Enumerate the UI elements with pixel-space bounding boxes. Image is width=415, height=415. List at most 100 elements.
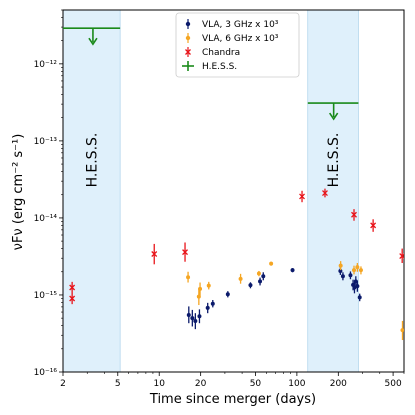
hess-band-1 [307, 10, 359, 372]
dot-marker [258, 279, 263, 284]
x-marker [69, 284, 76, 291]
y-tick-label: 10⁻¹⁴ [34, 214, 58, 224]
vla-6-ghz-x-10-point [256, 270, 261, 277]
vla-3-ghz-x-10-point [290, 268, 295, 273]
vla-3-ghz-x-10-point [197, 309, 202, 324]
vla-3-ghz-x-10-point [261, 272, 266, 281]
vla-3-ghz-x-10-point [348, 271, 353, 280]
dot-marker [256, 271, 261, 276]
plot-frame [62, 9, 405, 373]
dot-marker [186, 275, 191, 280]
dot-marker [358, 268, 363, 273]
x-marker [399, 253, 404, 260]
data-points [69, 188, 404, 341]
chandra-point [299, 190, 305, 203]
exposure-bands: H.E.S.S. H.E.S.S. [63, 10, 359, 372]
vla-6-ghz-x-10-point [352, 265, 357, 275]
vla-6-ghz-x-10-point [186, 271, 191, 283]
dot-marker [261, 274, 266, 279]
vla-6-ghz-x-10-point [196, 288, 201, 306]
x-tick-label: 50 [250, 379, 262, 389]
vla-3-ghz-x-10-point [258, 277, 263, 286]
x-tick-label: 5 [115, 379, 121, 389]
dot-marker [205, 305, 210, 310]
y-tick-label: 10⁻¹² [34, 60, 58, 70]
dot-marker [269, 261, 274, 266]
vla-3-ghz-x-10-point [190, 309, 195, 327]
y-tick-label: 10⁻¹⁵ [34, 291, 58, 301]
x-marker [351, 211, 357, 218]
legend-symbol [185, 35, 191, 41]
dot-marker [193, 318, 198, 323]
x-tick-label: 10 [153, 379, 165, 389]
vla-3-ghz-x-10-point [355, 280, 360, 292]
chandra-point [69, 293, 76, 305]
y-tick-label: 10⁻¹⁶ [34, 368, 58, 378]
hess-limit-arrow [328, 112, 339, 121]
axis-ticks: 2 5 10 20 50 100 200 500 10⁻¹⁶ 10⁻¹⁵ 10⁻¹⁴ 10⁻¹³ 10⁻… [34, 9, 405, 389]
hess-limit-arrow [88, 37, 98, 46]
axes-frame [62, 9, 405, 373]
vla-6-ghz-x-10-point [338, 261, 343, 271]
vla-6-ghz-x-10-point [400, 320, 404, 341]
dot-marker [338, 268, 343, 273]
vla-3-ghz-x-10-point [225, 291, 230, 298]
legend-label: VLA, 6 GHz x 10³ [202, 34, 279, 44]
vla-6-ghz-x-10-point [238, 273, 243, 284]
chandra-point [182, 242, 188, 262]
x-tick-label: 20 [195, 379, 207, 389]
dot-marker [355, 265, 360, 270]
dot-marker [340, 274, 345, 279]
vla-6-ghz-x-10-point [198, 282, 203, 296]
dot-marker [355, 284, 360, 289]
x-tick-label: 100 [288, 379, 305, 389]
x-marker [322, 190, 328, 197]
dot-marker [206, 283, 211, 288]
dot-marker [290, 268, 295, 273]
legend: VLA, 3 GHz x 10³ VLA, 6 GHz x 10³ Chandra H… [175, 12, 300, 78]
chandra-point [69, 281, 76, 294]
dot-marker [248, 283, 253, 288]
legend-box [175, 12, 300, 78]
legend-label: VLA, 3 GHz x 10³ [202, 20, 279, 30]
dot-marker [348, 273, 353, 278]
dot-marker [196, 294, 201, 299]
chandra-point [151, 243, 158, 265]
chandra-point [399, 248, 404, 263]
y-axis-label: νFν (erg cm⁻² s⁻¹) [11, 134, 26, 251]
x-marker [182, 249, 188, 256]
vla-3-ghz-x-10-point [193, 313, 198, 330]
dot-marker [186, 312, 191, 317]
hess-upper-limit-0 [63, 27, 121, 46]
vla-6-ghz-x-10-point [269, 261, 274, 266]
vla-6-ghz-x-10-point [206, 281, 211, 290]
vla-3-ghz-x-10-point [357, 293, 362, 302]
x-marker [151, 251, 158, 257]
dot-marker [210, 301, 215, 306]
hess-band-label-0: H.E.S.S. [85, 133, 101, 188]
chandra-point [322, 188, 328, 198]
vla-3-ghz-x-10-point [248, 282, 253, 289]
x-marker [69, 295, 76, 302]
vla-3-ghz-x-10-point [186, 306, 191, 324]
x-marker [299, 193, 305, 200]
dot-marker [400, 328, 404, 333]
dot-marker [352, 268, 357, 273]
x-tick-label: 2 [60, 379, 66, 389]
hess-band-0 [63, 10, 121, 372]
legend-entry: VLA, 3 GHz x 10³ [185, 19, 279, 30]
dot-marker [238, 276, 243, 281]
vla-3-ghz-x-10-point [205, 302, 210, 314]
vla-6-ghz-x-10-point [355, 262, 360, 272]
vla-6-ghz-x-10-point [358, 266, 363, 275]
legend-symbol [185, 21, 191, 27]
chandra-point [351, 209, 357, 221]
legend-entry: H.E.S.S. [182, 61, 237, 72]
dot-marker [197, 314, 202, 319]
legend-symbol [185, 49, 191, 55]
legend-entry: VLA, 6 GHz x 10³ [185, 33, 279, 44]
x-marker [370, 222, 377, 229]
dot-marker [198, 286, 203, 291]
vla-3-ghz-x-10-point [210, 300, 215, 308]
